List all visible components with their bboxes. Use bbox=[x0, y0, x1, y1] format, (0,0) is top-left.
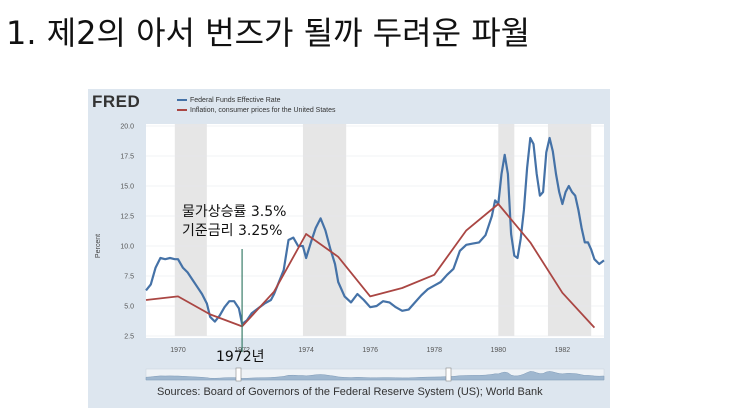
recession-band bbox=[174, 124, 207, 336]
sources-note: Sources: Board of Governors of the Feder… bbox=[157, 386, 543, 398]
annotation-rate: 기준금리 3.25% bbox=[182, 223, 283, 239]
x-tick-label: 1976 bbox=[362, 347, 378, 354]
legend-label-inflation: Inflation, consumer prices for the Unite… bbox=[190, 107, 336, 114]
series-line-inflation bbox=[145, 203, 596, 329]
legend-swatch-inflation bbox=[177, 109, 187, 112]
y-tick-label: 15.0 bbox=[120, 184, 134, 191]
x-tick-label: 1980 bbox=[491, 347, 507, 354]
x-tick-label: 1982 bbox=[555, 347, 571, 354]
legend-swatch-fed-funds bbox=[177, 99, 187, 102]
y-tick-label: 20.0 bbox=[120, 124, 134, 131]
legend-item-inflation[interactable]: Inflation, consumer prices for the Unite… bbox=[177, 107, 336, 114]
range-slider-sparkline bbox=[145, 371, 605, 381]
legend-label-fed-funds: Federal Funds Effective Rate bbox=[190, 97, 281, 104]
series bbox=[145, 136, 605, 329]
fred-logo: FRED bbox=[92, 92, 141, 111]
range-slider-left-handle[interactable] bbox=[235, 367, 242, 382]
y-tick-label: 2.5 bbox=[124, 334, 134, 341]
y-tick-label: 17.5 bbox=[120, 154, 134, 161]
y-axis-label: Percent bbox=[95, 234, 102, 258]
x-tick-label: 1974 bbox=[298, 347, 314, 354]
y-tick-label: 12.5 bbox=[120, 214, 134, 221]
recession-band bbox=[498, 124, 515, 336]
annotation-inflation: 물가상승률 3.5% bbox=[182, 204, 287, 220]
y-tick-label: 5.0 bbox=[124, 304, 134, 311]
legend-item-fed-funds[interactable]: Federal Funds Effective Rate bbox=[177, 97, 281, 104]
slide-title: 1. 제2의 아서 번즈가 될까 두려운 파월 bbox=[6, 14, 531, 52]
range-slider-right-handle[interactable] bbox=[445, 367, 452, 382]
x-tick-label: 1970 bbox=[170, 347, 186, 354]
annotation-year: 1972년 bbox=[216, 349, 265, 365]
y-axis-ticks: 2.5 5.0 7.5 10.0 12.5 15.0 17.5 20.0 bbox=[120, 124, 134, 341]
y-tick-label: 10.0 bbox=[120, 244, 134, 251]
y-tick-label: 7.5 bbox=[124, 274, 134, 281]
x-tick-label: 1978 bbox=[426, 347, 442, 354]
series-line-fed-funds bbox=[145, 136, 605, 326]
